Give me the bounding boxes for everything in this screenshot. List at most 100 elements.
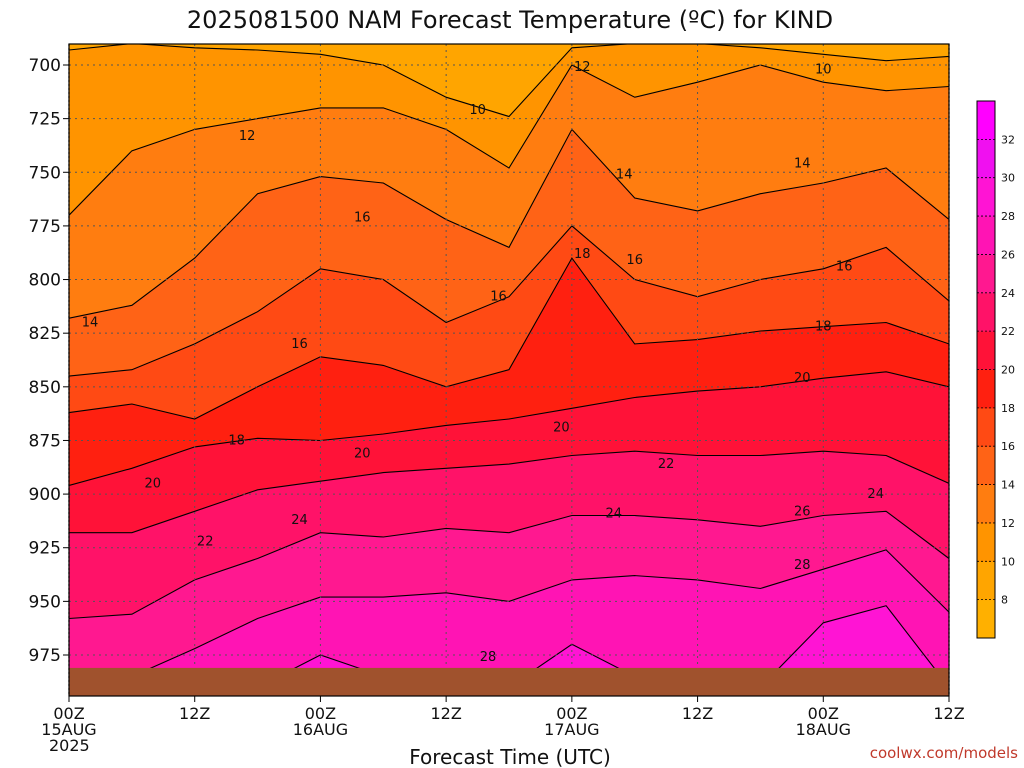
colorbar-segment: [977, 407, 995, 447]
contour-label: 16: [626, 253, 643, 268]
contour-label: 24: [867, 487, 884, 502]
colorbar-segment: [977, 369, 995, 409]
colorbar-segment: [977, 599, 995, 639]
y-tick-label: 825: [29, 324, 61, 344]
colorbar-segment: [977, 216, 995, 255]
contour-label: 22: [197, 534, 214, 549]
isotherm-lines: [69, 44, 949, 688]
isotherm-26: [69, 549, 949, 688]
chart-title: 2025081500 NAM Forecast Temperature (ºC)…: [187, 6, 833, 34]
x-tick-label: 17AUG: [544, 720, 599, 739]
contour-label: 28: [794, 558, 811, 573]
x-axis-label: Forecast Time (UTC): [409, 745, 611, 768]
contour-label: 24: [606, 506, 623, 521]
y-tick-label: 875: [29, 432, 61, 452]
y-tick-label: 925: [29, 539, 61, 559]
x-tick-label: 00Z: [53, 704, 84, 723]
x-tick-label: 16AUG: [293, 720, 348, 739]
colorbar-label: 20: [1001, 364, 1015, 377]
colorbar-label: 28: [1001, 210, 1015, 223]
colorbar-segment: [977, 177, 995, 217]
contour-label: 20: [145, 476, 162, 491]
contour-label: 18: [574, 247, 591, 262]
isotherm-22: [69, 450, 949, 534]
x-tick-label: 12Z: [682, 704, 713, 723]
colorbar-segment: [977, 254, 995, 294]
contour-label: 12: [239, 129, 256, 144]
gridlines: [69, 44, 949, 696]
x-tick-label: 12Z: [430, 704, 461, 723]
y-tick-label: 775: [29, 217, 61, 237]
colorbar-label: 18: [1001, 402, 1015, 415]
colorbar-segment: [977, 522, 995, 562]
x-tick-label: 00Z: [556, 704, 587, 723]
isotherm-10: [69, 44, 949, 118]
contour-label: 14: [616, 167, 633, 182]
x-tick-label: 12Z: [933, 704, 964, 723]
colorbar-segment: [977, 101, 995, 140]
contour-label: 16: [291, 337, 308, 352]
contour-label: 16: [490, 290, 507, 305]
isotherm-12: [69, 64, 949, 216]
isotherm-16: [69, 225, 949, 377]
credit-text: coolwx.com/models: [870, 744, 1018, 762]
y-tick-label: 725: [29, 110, 61, 130]
y-tick-label: 700: [29, 56, 61, 76]
contour-label: 18: [815, 320, 832, 335]
y-tick-label: 900: [29, 485, 61, 505]
contour-label: 20: [354, 446, 371, 461]
colorbar-label: 24: [1001, 287, 1015, 300]
band-above-26: [69, 549, 949, 696]
isotherm-18: [69, 257, 949, 420]
y-axis: 700 725 750 775 800 825 850 875 900 925 950 975: [29, 56, 69, 666]
colorbar-label: 26: [1001, 248, 1015, 261]
contour-label: 10: [815, 62, 832, 77]
colorbar-segment: [977, 331, 995, 370]
colorbar-label: 32: [1001, 133, 1015, 146]
contour-label: 14: [82, 316, 99, 331]
isotherm-14: [69, 128, 949, 319]
isotherm-20: [69, 371, 949, 487]
contour-label: 18: [228, 434, 245, 449]
y-tick-label: 750: [29, 163, 61, 183]
colorbar-label: 30: [1001, 172, 1015, 185]
contour-label: 24: [291, 513, 308, 528]
colorbar-label: 16: [1001, 440, 1015, 453]
colorbar-label: 10: [1001, 555, 1015, 568]
contour-label: 16: [354, 210, 371, 225]
ground-surface: [69, 667, 949, 696]
x-tick-label: 00Z: [305, 704, 336, 723]
contour-label: 28: [480, 650, 497, 665]
y-tick-label: 950: [29, 592, 61, 612]
colorbar-segment: [977, 484, 995, 524]
x-tick-label: 2025: [49, 736, 90, 755]
contour-label: 26: [794, 504, 811, 519]
contour-label: 22: [658, 457, 675, 472]
colorbar-label: 8: [1001, 594, 1008, 607]
contour-labels: 10 12 10 12 14 14 16 18 16 16 16 14 16 18 20 18 20 20 22 20…: [82, 60, 884, 665]
temperature-bands: [69, 44, 949, 696]
isotherm-24: [69, 510, 949, 620]
colorbar: 8 10 12 14 16 18 20 22 24 26 28 30 32: [976, 100, 1015, 639]
x-tick-label: 18AUG: [796, 720, 851, 739]
colorbar-segment: [977, 292, 995, 332]
x-tick-label: 12Z: [179, 704, 210, 723]
contour-label: 16: [836, 260, 853, 275]
plot-area: [69, 44, 949, 696]
contour-label: 12: [574, 60, 591, 75]
colorbar-segment: [977, 561, 995, 601]
contour-label: 10: [469, 103, 486, 118]
contour-label: 20: [794, 371, 811, 386]
x-tick-label: 00Z: [808, 704, 839, 723]
colorbar-segment: [977, 446, 995, 486]
colorbar-label: 22: [1001, 325, 1015, 338]
colorbar-label: 12: [1001, 517, 1015, 530]
contour-label: 14: [794, 157, 811, 172]
y-tick-label: 800: [29, 271, 61, 291]
colorbar-label: 14: [1001, 479, 1015, 492]
colorbar-segment: [977, 139, 995, 179]
y-tick-label: 975: [29, 646, 61, 666]
x-tick-label: 15AUG: [41, 720, 96, 739]
